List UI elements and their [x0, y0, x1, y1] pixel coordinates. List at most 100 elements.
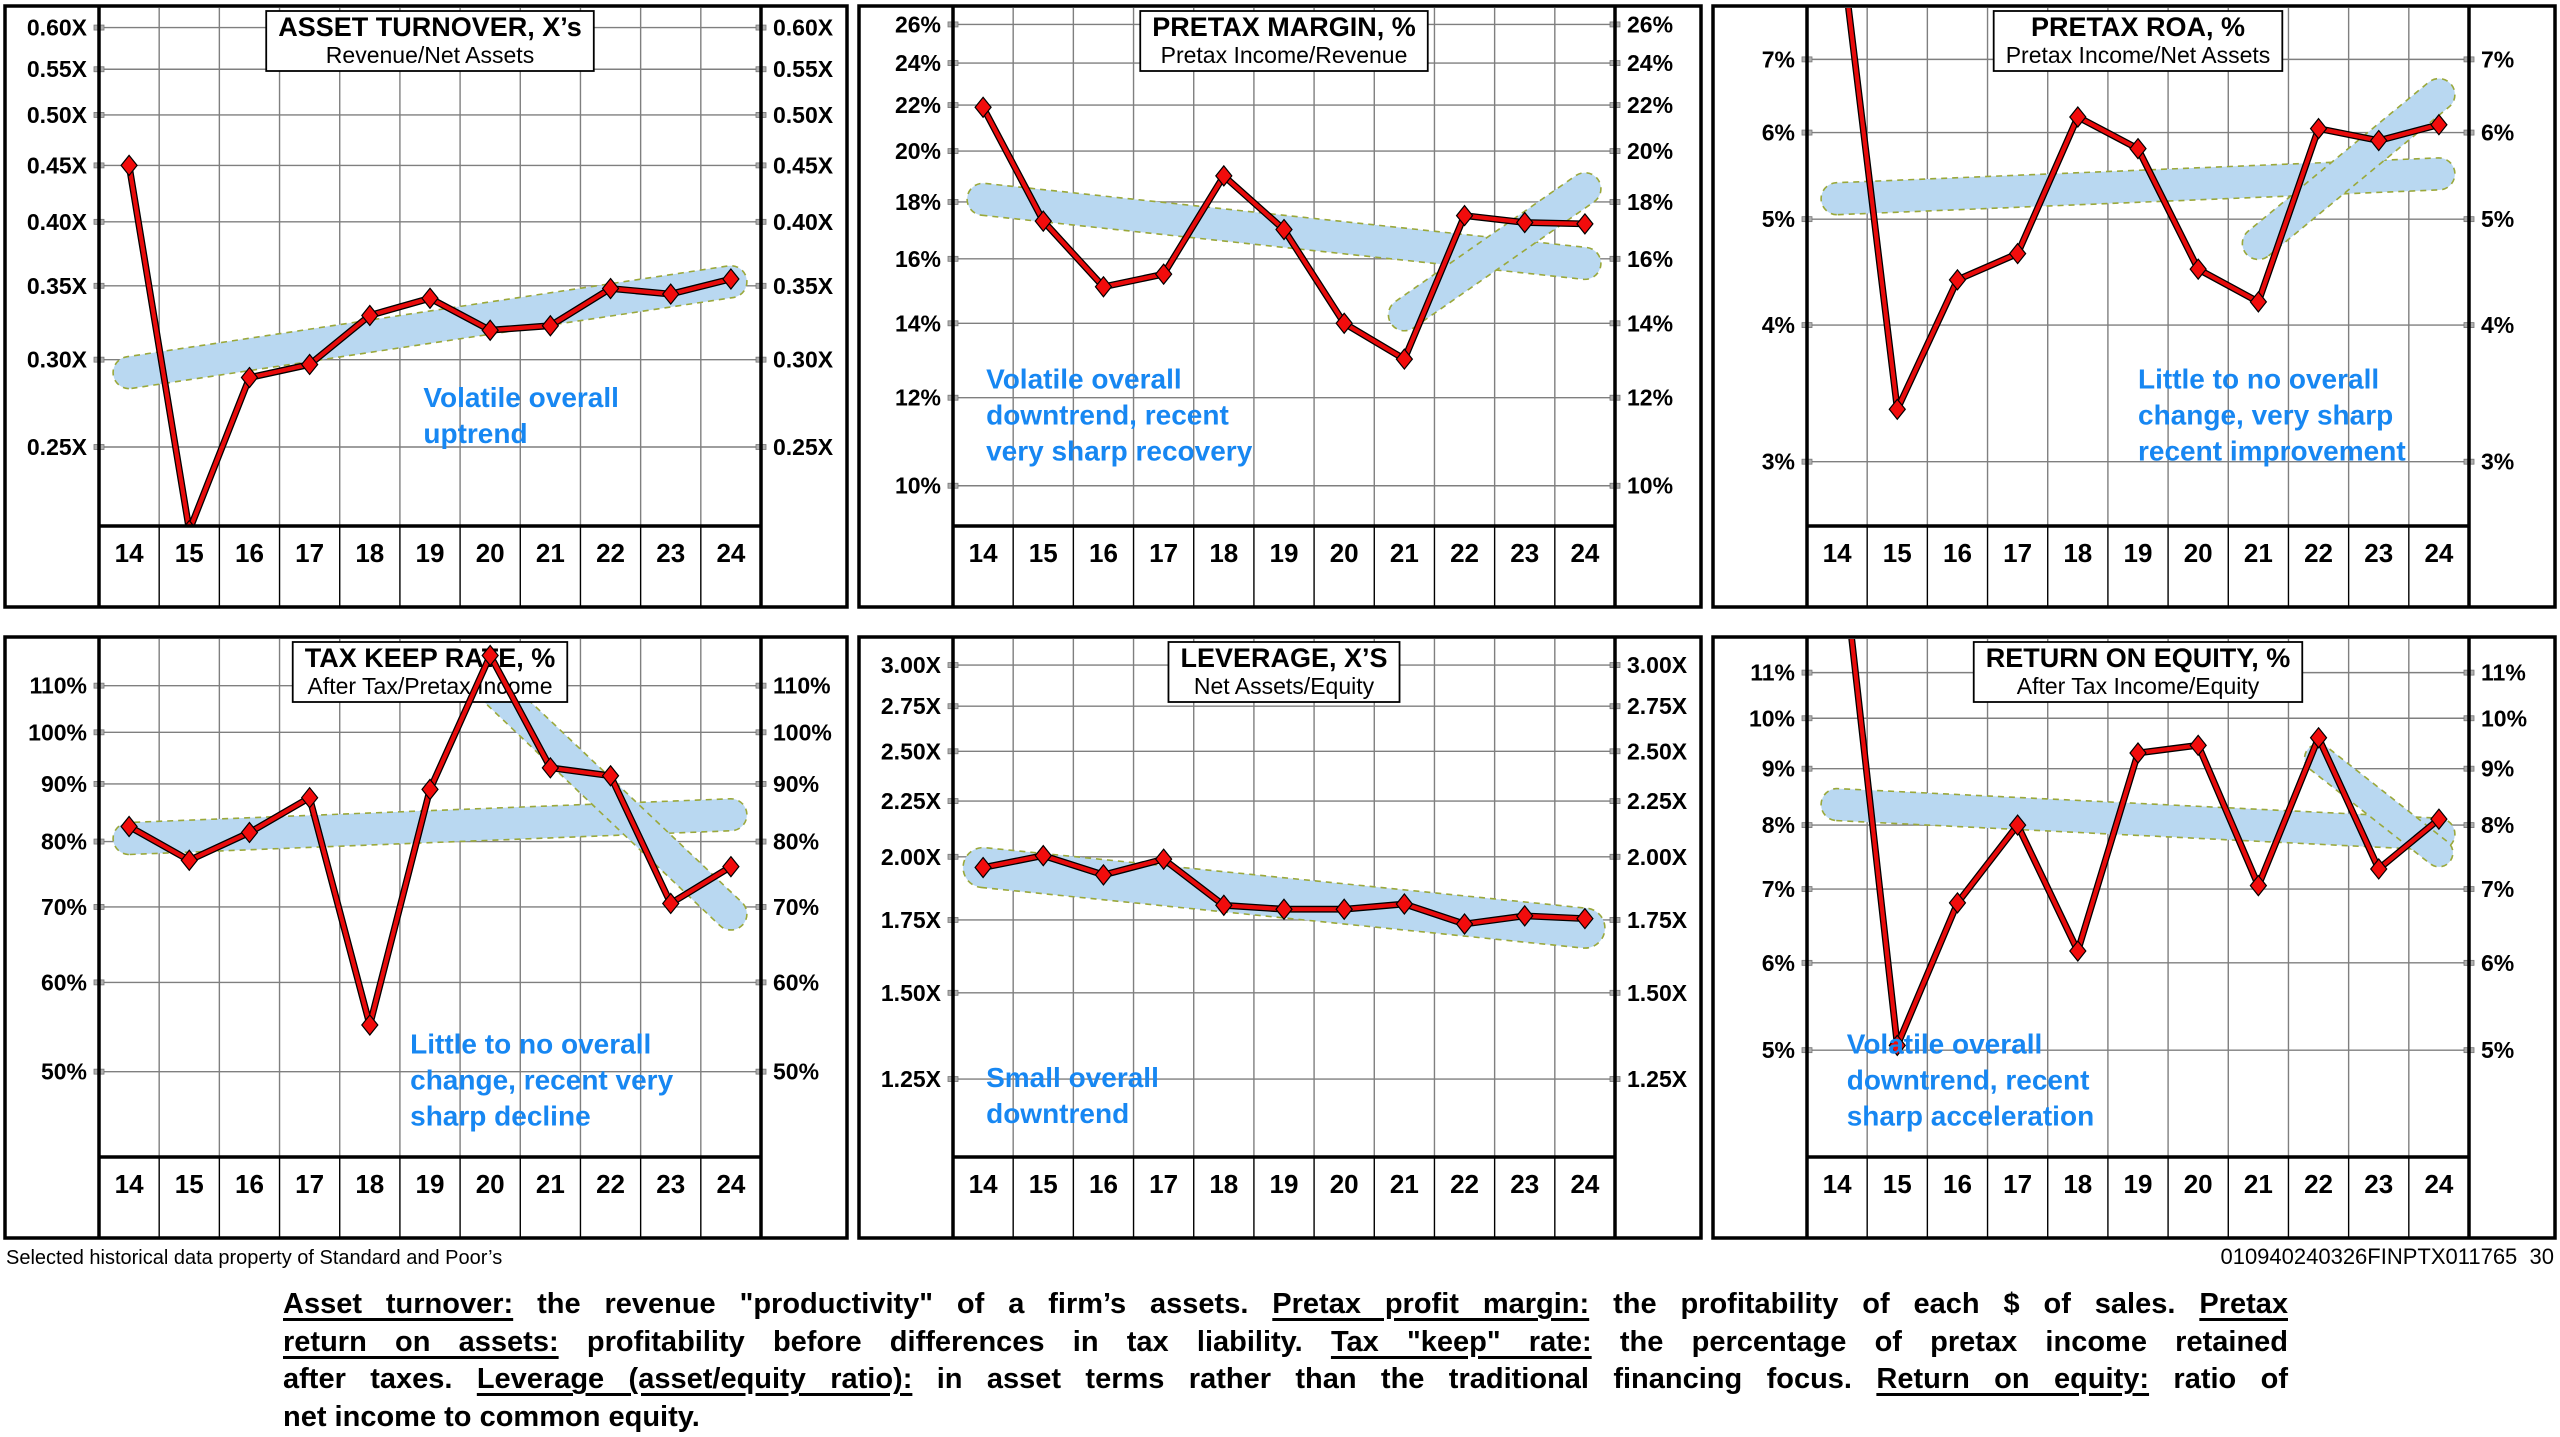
y-tick-label-left: 7%: [1762, 46, 1795, 72]
y-tick-label-left: 2.25X: [881, 788, 942, 814]
chart-title: LEVERAGE, X’S: [1180, 643, 1387, 673]
y-tick-label-right: 2.75X: [1627, 693, 1688, 719]
x-tick-label: 23: [656, 1169, 685, 1199]
x-tick-label: 15: [1883, 538, 1912, 568]
trend-band: [1387, 171, 1602, 332]
chart-annotation-line: uptrend: [423, 418, 527, 449]
panel-border: [857, 635, 1703, 1240]
x-tick-label: 15: [1883, 1169, 1912, 1199]
charts-grid: ASSET TURNOVER, X’s Revenue/Net Assets Vol…: [3, 4, 2557, 1240]
panel-border: [3, 635, 849, 1240]
chart-annotation: Little to no overall change, very sharp re…: [2138, 364, 2406, 467]
data-point-marker: [1275, 218, 1293, 241]
data-point-marker: [240, 366, 259, 389]
data-point-marker: [541, 756, 560, 779]
data-point-marker: [1948, 268, 1967, 291]
x-tick-label: 22: [596, 538, 625, 568]
y-tick-label-left: 0.35X: [27, 273, 88, 299]
x-tick-label: 19: [416, 1169, 445, 1199]
trend-band: [473, 668, 748, 931]
y-tick-label-right: 14%: [1627, 310, 1673, 336]
glossary-term: Pretax: [2199, 1288, 2288, 1320]
x-tick-label: 22: [2304, 1169, 2333, 1199]
y-tick-label-left: 26%: [895, 11, 941, 37]
trend-band: [112, 264, 748, 390]
y-tick-label-left: 3%: [1762, 449, 1795, 475]
x-tick-label: 14: [969, 538, 998, 568]
y-tick-label-right: 3.00X: [1627, 652, 1688, 678]
y-tick-label-right: 0.35X: [773, 273, 834, 299]
data-point-marker: [722, 268, 740, 290]
x-tick-label: 18: [1209, 1169, 1238, 1199]
data-point-marker: [2069, 940, 2087, 962]
panel-border: [1711, 4, 2557, 609]
x-tick-label: 19: [1270, 538, 1299, 568]
chart-subtitle: After Tax/Pretax Income: [307, 673, 552, 699]
y-tick-label-right: 0.45X: [773, 152, 834, 178]
data-point-marker: [601, 277, 620, 300]
data-point-marker: [2309, 117, 2328, 140]
y-tick-label-right: 6%: [2481, 120, 2514, 146]
chart-title: ASSET TURNOVER, X’s: [278, 12, 582, 42]
x-tick-label: 22: [1450, 1169, 1479, 1199]
chart-annotation-line: Volatile overall: [1847, 1028, 2043, 1059]
y-tick-label-left: 50%: [41, 1059, 87, 1085]
panel-background: [857, 4, 1703, 609]
y-tick-label-left: 6%: [1762, 120, 1795, 146]
data-point-marker: [1034, 844, 1053, 867]
data-point-marker: [361, 304, 379, 327]
x-tick-label: 16: [235, 1169, 264, 1199]
y-tick-label-right: 0.50X: [773, 102, 834, 128]
data-point-marker: [421, 778, 439, 801]
y-tick-label-left: 0.50X: [27, 102, 88, 128]
y-tick-label-right: 100%: [773, 719, 832, 745]
title-box: [1972, 641, 2304, 703]
y-tick-label-right: 0.55X: [773, 56, 834, 82]
pretax-roa-chart: PRETAX ROA, %Pretax Income/Net Assets Lit…: [1711, 4, 2557, 609]
data-point-marker: [2369, 129, 2388, 152]
chart-annotation-line: sharp acceleration: [1847, 1100, 2094, 1131]
title-group: RETURN ON EQUITY, %After Tax Income/Equi…: [1972, 641, 2304, 703]
chart-subtitle: Net Assets/Equity: [1194, 673, 1375, 699]
x-tick-label: 16: [1089, 538, 1118, 568]
y-tick-label-right: 0.40X: [773, 209, 834, 235]
chart-subtitle: Revenue/Net Assets: [326, 42, 534, 68]
panel-border: [1711, 635, 2557, 1240]
chart-annotation: Volatile overall downtrend, recent very sh…: [986, 364, 1253, 467]
x-tick-label: 19: [2124, 1169, 2153, 1199]
y-tick-label-left: 1.25X: [881, 1066, 942, 1092]
data-point-marker: [1215, 894, 1233, 917]
y-tick-label-left: 16%: [895, 246, 941, 272]
data-point-marker: [240, 821, 259, 844]
data-point-marker: [601, 764, 620, 787]
y-tick-label-right: 8%: [2481, 812, 2514, 838]
x-tick-label: 18: [2063, 538, 2092, 568]
y-tick-label-right: 11%: [2481, 660, 2526, 686]
x-axis: [99, 1155, 761, 1237]
title-box: [291, 641, 569, 703]
data-point-marker: [1455, 204, 1474, 227]
x-tick-label: 16: [1089, 1169, 1118, 1199]
x-tick-label: 14: [969, 1169, 998, 1199]
data-point-marker: [661, 892, 680, 915]
y-tick-label-left: 4%: [1762, 312, 1795, 338]
data-point-marker: [2189, 734, 2207, 757]
x-tick-label: 14: [1823, 1169, 1852, 1199]
y-axis-labels: 3.00X 3.00X 2.75X 2.75X 2.50X 2.50X 2.25X 2.25X…: [881, 652, 1688, 1092]
trend-bands: [112, 668, 748, 931]
data-point-marker: [361, 1014, 379, 1036]
y-tick-label-left: 7%: [1762, 876, 1795, 902]
y-tick-label-left: 5%: [1762, 206, 1795, 232]
data-point-marker: [421, 287, 439, 310]
data-point-marker: [2129, 137, 2147, 160]
data-point-marker: [541, 314, 560, 337]
x-tick-label: 22: [1450, 538, 1479, 568]
x-tick-label: 17: [295, 1169, 324, 1199]
data-point-marker: [1275, 898, 1293, 921]
data-point-marker: [2129, 742, 2147, 764]
glossary-definition: the profitability of each $ of sales.: [1589, 1288, 2200, 1320]
y-tick-label-left: 1.50X: [881, 980, 942, 1006]
title-box: [265, 10, 595, 72]
